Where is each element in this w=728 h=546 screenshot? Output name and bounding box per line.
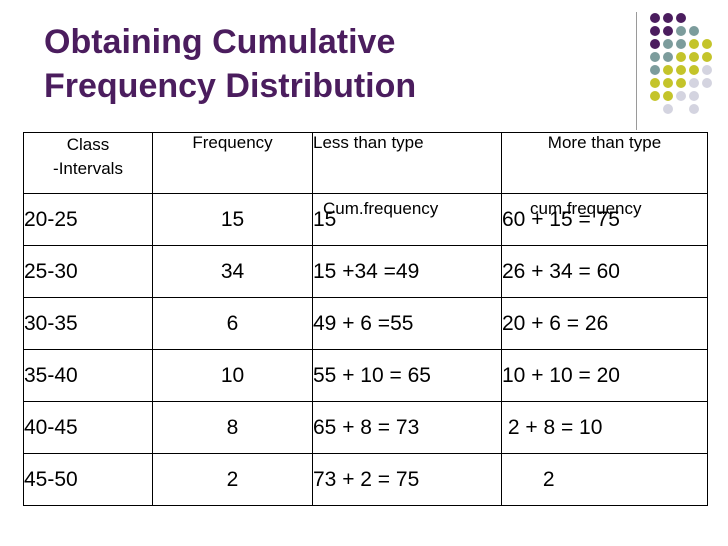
dot-olive xyxy=(663,78,673,88)
dot-gray xyxy=(689,91,699,101)
slide-title: Obtaining Cumulative Frequency Distribut… xyxy=(44,20,604,108)
cell-less-cum: 73 + 2 = 75 xyxy=(312,453,502,506)
dot-teal xyxy=(676,39,686,49)
cell-class: 20-25 xyxy=(23,193,153,246)
dot-olive xyxy=(676,78,686,88)
dot-olive xyxy=(689,65,699,75)
header-less-sub: Cum.frequency xyxy=(323,199,439,218)
cell-more-cum: 2 xyxy=(501,453,708,506)
cell-class: 25-30 xyxy=(23,245,153,298)
dot-olive xyxy=(663,65,673,75)
cell-class: 35-40 xyxy=(23,349,153,402)
header-frequency: Frequency xyxy=(152,132,313,194)
header-less-label: Less than type xyxy=(313,133,424,152)
cell-frequency: 15 xyxy=(152,193,313,246)
header-class-intervals: Class -Intervals xyxy=(23,132,153,194)
dot-teal xyxy=(650,52,660,62)
dot-olive xyxy=(702,39,712,49)
table-row: 20-25 15 15 60 + 15 = 75 xyxy=(23,193,708,246)
dot-purple xyxy=(676,13,686,23)
dot-olive xyxy=(676,65,686,75)
cell-frequency: 10 xyxy=(152,349,313,402)
header-more-label: More than type xyxy=(547,133,662,152)
cell-class: 45-50 xyxy=(23,453,153,506)
table-row: 45-50 2 73 + 2 = 75 2 xyxy=(23,453,708,506)
cell-more-cum: 10 + 10 = 20 xyxy=(501,349,708,402)
dot-olive xyxy=(650,91,660,101)
header-more-than-type: More than type cum.frequency xyxy=(501,132,708,218)
dot-gray xyxy=(689,104,699,114)
cell-less-cum: 15 xyxy=(312,193,502,246)
cell-class: 30-35 xyxy=(23,297,153,350)
cell-frequency: 8 xyxy=(152,401,313,454)
table-header-row: Class -Intervals Frequency Less than typ… xyxy=(23,132,708,218)
dot-purple xyxy=(663,26,673,36)
dot-teal xyxy=(650,65,660,75)
dot-teal xyxy=(676,26,686,36)
cell-frequency: 34 xyxy=(152,245,313,298)
cell-frequency: 6 xyxy=(152,297,313,350)
title-line-2: Frequency Distribution xyxy=(44,67,417,105)
header-more-sub: cum.frequency xyxy=(530,199,642,218)
cell-less-cum: 65 + 8 = 73 xyxy=(312,401,502,454)
cell-frequency: 2 xyxy=(152,453,313,506)
dot-gray xyxy=(663,104,673,114)
cell-less-cum: 55 + 10 = 65 xyxy=(312,349,502,402)
dot-gray xyxy=(676,91,686,101)
title-line-1: Obtaining Cumulative xyxy=(44,23,396,61)
dot-olive xyxy=(676,52,686,62)
dot-olive xyxy=(689,39,699,49)
dot-purple xyxy=(663,13,673,23)
header-class-line1: Class xyxy=(66,135,110,154)
cell-more-cum: 20 + 6 = 26 xyxy=(501,297,708,350)
decorative-divider xyxy=(636,12,637,130)
header-class-line2: -Intervals xyxy=(53,159,123,178)
dot-gray xyxy=(689,78,699,88)
header-less-than-type: Less than type Cum.frequency xyxy=(312,132,502,218)
dot-teal xyxy=(689,26,699,36)
dot-olive xyxy=(702,52,712,62)
cell-more-cum: 26 + 34 = 60 xyxy=(501,245,708,298)
cell-more-cum: 2 + 8 = 10 xyxy=(501,401,708,454)
cell-more-cum: 60 + 15 = 75 xyxy=(501,193,708,246)
table-row: 30-35 6 49 + 6 =55 20 + 6 = 26 xyxy=(23,297,708,350)
cumulative-frequency-table: Class -Intervals Frequency Less than typ… xyxy=(23,132,708,506)
dot-purple xyxy=(650,13,660,23)
cell-less-cum: 15 +34 =49 xyxy=(312,245,502,298)
dot-olive xyxy=(663,91,673,101)
table-row: 40-45 8 65 + 8 = 73 2 + 8 = 10 xyxy=(23,401,708,454)
cell-less-cum: 49 + 6 =55 xyxy=(312,297,502,350)
dot-gray xyxy=(702,78,712,88)
cell-class: 40-45 xyxy=(23,401,153,454)
table-row: 35-40 10 55 + 10 = 65 10 + 10 = 20 xyxy=(23,349,708,402)
dot-olive xyxy=(650,78,660,88)
table-row: 25-30 34 15 +34 =49 26 + 34 = 60 xyxy=(23,245,708,298)
dot-gray xyxy=(702,65,712,75)
dot-purple xyxy=(650,39,660,49)
dot-teal xyxy=(663,52,673,62)
dot-olive xyxy=(689,52,699,62)
dot-teal xyxy=(663,39,673,49)
dot-purple xyxy=(650,26,660,36)
